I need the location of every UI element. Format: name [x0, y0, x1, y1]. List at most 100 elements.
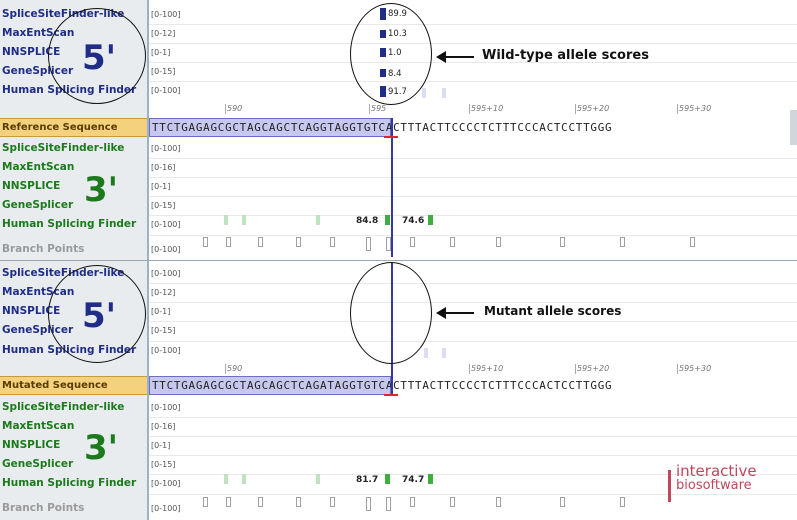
ruler-label: 595+30: [679, 104, 712, 113]
track-range: [0-1]: [151, 182, 171, 191]
branch-point-marker[interactable]: [203, 237, 208, 247]
mutated-sequence-row: Mutated Sequence TTCTGAGAGCGCTAGCAGCTCAG…: [0, 376, 797, 395]
branch-point-marker[interactable]: [410, 237, 415, 247]
branch-point-marker[interactable]: [386, 497, 391, 511]
three-prime-mark: 3': [84, 428, 119, 468]
branch-point-marker[interactable]: [226, 497, 231, 507]
branch-point-marker[interactable]: [560, 237, 565, 247]
track-label-maxent[interactable]: MaxEntScan: [2, 420, 75, 432]
branch-point-marker[interactable]: [690, 237, 695, 247]
splice-site-marker: [384, 394, 398, 396]
minor-score-bar[interactable]: [242, 215, 246, 225]
track-label-nnsplice[interactable]: NNSPLICE: [2, 46, 61, 58]
branch-point-marker[interactable]: [226, 237, 231, 247]
ruler-label: 595+20: [577, 104, 610, 113]
arrow-left-icon: [436, 307, 474, 319]
minor-score-bar[interactable]: [316, 215, 320, 225]
branch-point-marker[interactable]: [496, 497, 501, 507]
branch-point-marker[interactable]: [296, 237, 301, 247]
minor-score-bar[interactable]: [224, 474, 228, 484]
track-label-maxent[interactable]: MaxEntScan: [2, 161, 75, 173]
hsf-score-bar[interactable]: [385, 474, 390, 484]
minor-score-bar[interactable]: [422, 88, 426, 98]
track-range: [0-100]: [151, 504, 181, 513]
branch-point-marker[interactable]: [258, 237, 263, 247]
brand-logo-mark: [668, 470, 671, 502]
track-range: [0-100]: [151, 245, 181, 254]
track-range: [0-100]: [151, 86, 181, 95]
hsf-score: 84.8: [356, 216, 379, 226]
track-range: [0-15]: [151, 201, 176, 210]
arrow-left-icon: [436, 51, 474, 63]
ruler-label: 595+10: [471, 104, 504, 113]
ruler-label: 595+10: [471, 364, 504, 373]
reference-sequence-label[interactable]: Reference Sequence: [0, 118, 147, 137]
position-ruler: 590 595+10 595+20 595+30: [149, 364, 797, 376]
track-label-ssf[interactable]: SpliceSiteFinder-like: [2, 142, 125, 154]
branch-point-marker[interactable]: [203, 497, 208, 507]
hsf-score: 74.6: [402, 216, 425, 226]
branch-point-marker[interactable]: [560, 497, 565, 507]
branch-point-marker[interactable]: [620, 497, 625, 507]
hsf-score-bar[interactable]: [428, 215, 433, 225]
minor-score-bar[interactable]: [224, 215, 228, 225]
track-range: [0-12]: [151, 288, 176, 297]
mutated-sequence[interactable]: TTCTGAGAGCGCTAGCAGCTCAGATAGGTGTCACTTTACT…: [152, 379, 613, 392]
highlight-ellipse: [48, 8, 146, 104]
track-label-genesplicer[interactable]: GeneSplicer: [2, 458, 74, 470]
branch-point-marker[interactable]: [330, 237, 335, 247]
track-label-hsf[interactable]: Human Splicing Finder: [2, 477, 137, 489]
three-prime-mark: 3': [84, 170, 119, 210]
minor-score-bar[interactable]: [442, 348, 446, 358]
position-ruler: 590 595 595+10 595+20 595+30: [149, 104, 797, 116]
track-label-branch-points[interactable]: Branch Points: [2, 502, 85, 514]
branch-point-marker[interactable]: [496, 237, 501, 247]
minor-score-bar[interactable]: [242, 474, 246, 484]
branch-point-marker[interactable]: [410, 497, 415, 507]
track-range: [0-100]: [151, 144, 181, 153]
branch-point-marker[interactable]: [450, 237, 455, 247]
reference-sequence-row: Reference Sequence TTCTGAGAGCGCTAGCAGCTC…: [0, 118, 797, 137]
track-label-genesplicer[interactable]: GeneSplicer: [2, 199, 74, 211]
exon-highlight: [149, 376, 391, 395]
reference-sequence[interactable]: TTCTGAGAGCGCTAGCAGCTCAGGTAGGTGTCACTTTACT…: [152, 121, 613, 134]
hsf-score-bar[interactable]: [428, 474, 433, 484]
minor-score-bar[interactable]: [442, 88, 446, 98]
branch-point-marker[interactable]: [366, 497, 371, 511]
track-range: [0-16]: [151, 163, 176, 172]
minor-score-bar[interactable]: [424, 348, 428, 358]
ruler-label: 595: [371, 104, 387, 113]
branch-point-marker[interactable]: [366, 237, 371, 251]
track-label-branch-points[interactable]: Branch Points: [2, 243, 85, 255]
track-range: [0-100]: [151, 220, 181, 229]
branch-point-marker[interactable]: [450, 497, 455, 507]
hsf-score: 81.7: [356, 475, 379, 485]
track-label-nnsplice[interactable]: NNSPLICE: [2, 439, 61, 451]
highlight-ellipse: [350, 262, 432, 364]
track-range: [0-15]: [151, 67, 176, 76]
ruler-label: 590: [227, 364, 243, 373]
track-range: [0-16]: [151, 422, 176, 431]
hsf-score-bar[interactable]: [385, 215, 390, 225]
track-range: [0-1]: [151, 307, 171, 316]
track-label-hsf[interactable]: Human Splicing Finder: [2, 218, 137, 230]
branch-point-marker[interactable]: [296, 497, 301, 507]
exon-highlight: [149, 118, 391, 137]
scrollbar[interactable]: [790, 110, 797, 145]
panel-separator: [0, 260, 797, 261]
highlight-ellipse: [48, 265, 146, 363]
mutated-sequence-label[interactable]: Mutated Sequence: [0, 376, 147, 395]
brand-line2: biosoftware: [676, 478, 752, 493]
track-range: [0-1]: [151, 441, 171, 450]
branch-point-marker[interactable]: [620, 237, 625, 247]
hsf-score: 74.7: [402, 475, 425, 485]
track-label-ssf[interactable]: SpliceSiteFinder-like: [2, 401, 125, 413]
branch-point-marker[interactable]: [330, 497, 335, 507]
minor-score-bar[interactable]: [316, 474, 320, 484]
track-range: [0-1]: [151, 48, 171, 57]
branch-point-marker[interactable]: [258, 497, 263, 507]
track-label-nnsplice[interactable]: NNSPLICE: [2, 180, 61, 192]
track-label-nnsplice[interactable]: NNSPLICE: [2, 305, 61, 317]
branch-point-marker[interactable]: [386, 237, 391, 251]
brand-line1: interactive: [676, 462, 757, 480]
